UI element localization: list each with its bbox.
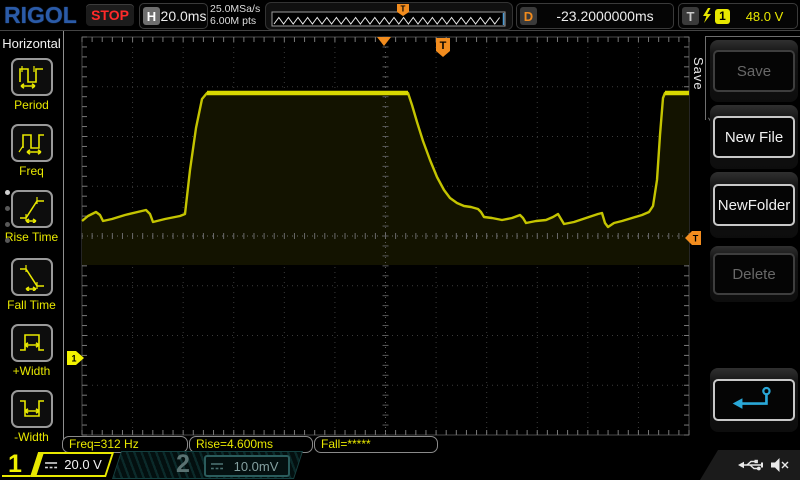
trigger-position-marker[interactable] <box>377 37 391 46</box>
trigger-label: T <box>682 7 699 25</box>
menu-item-fall-time[interactable]: Fall Time <box>0 258 63 312</box>
plus-width-icon <box>19 334 44 351</box>
menu-item-label: Rise Time <box>4 230 59 244</box>
freq-icon <box>18 134 44 155</box>
dc-coupling-icon <box>211 463 223 470</box>
horizontal-scale-value: 20.0ms <box>160 8 207 24</box>
memory-depth: 6.00M pts <box>210 15 257 27</box>
ch1-indicator[interactable]: 1 <box>8 450 22 478</box>
trigger-level-value: 48.0 V <box>745 8 784 24</box>
waveform-preview-strip <box>265 2 513 30</box>
ch1-scale-box[interactable]: 20.0 V <box>30 452 115 477</box>
sample-rate: 25.0MSa/s <box>210 3 261 15</box>
menu-item-label: Freq <box>19 164 44 178</box>
menu-tab-save: Save <box>691 57 706 91</box>
ch2-scale-value: 10.0mV <box>233 458 279 474</box>
measurement-fall: Fall=***** <box>314 436 438 453</box>
trigger-source-badge: 1 <box>715 8 730 24</box>
new-folder-button[interactable]: NewFolder <box>710 172 798 238</box>
dc-coupling-icon <box>45 461 58 468</box>
topbar-divider <box>0 30 800 31</box>
ch1-scale-value: 20.0 V <box>64 457 102 472</box>
menu-item-rise-time[interactable]: Rise Time <box>0 190 63 244</box>
delay-label: D <box>520 7 537 25</box>
menu-tab-outline <box>705 36 706 120</box>
menu-page-dot <box>5 206 10 211</box>
horizontal-scale-box: H 20.0ms <box>139 3 208 29</box>
menu-page-dot <box>5 190 10 195</box>
left-menu-title: Horizontal <box>2 36 61 51</box>
svg-text:T: T <box>440 40 447 52</box>
ch2-scale-box: 10.0mV <box>204 455 290 477</box>
trigger-info-box: T 1 48.0 V <box>678 3 798 29</box>
menu-item-label: Fall Time <box>7 298 56 312</box>
trigger-flag-marker[interactable] <box>436 38 450 57</box>
new-file-button[interactable]: New File <box>710 105 798 169</box>
menu-item-pos-width[interactable]: +Width <box>0 324 63 378</box>
rise-time-icon <box>19 197 44 223</box>
menu-item-label: -Width <box>14 430 49 444</box>
ch1-ground-marker[interactable] <box>67 351 84 365</box>
menu-item-freq[interactable]: Freq <box>0 124 63 178</box>
scope-grid-border <box>81 36 690 436</box>
rigol-logo: RIGOL <box>4 2 77 28</box>
menu-page-dot <box>5 238 10 243</box>
horizontal-delay-box: D -23.2000000ms <box>516 3 674 29</box>
return-arrow-icon <box>732 386 771 409</box>
waveform-noise-envelope <box>82 93 689 265</box>
minus-width-icon <box>19 400 44 417</box>
usb-icon <box>738 459 763 471</box>
measurement-freq: Freq=312 Hz <box>62 436 188 453</box>
acquisition-status-badge: STOP <box>86 4 134 26</box>
menu-item-neg-width[interactable]: -Width <box>0 390 63 444</box>
right-menu-panel: Save Save New File NewFolder Delete <box>691 31 800 448</box>
menu-item-label: +Width <box>12 364 51 378</box>
period-icon <box>18 66 43 89</box>
trigger-edge-icon <box>703 8 711 23</box>
ch2-indicator[interactable]: 2 <box>176 450 190 478</box>
sample-info: 25.0MSa/s 6.00M pts <box>210 3 260 27</box>
menu-page-dot <box>5 222 10 227</box>
ch1-trace <box>81 91 689 229</box>
fall-time-icon <box>19 265 44 291</box>
svg-text:1: 1 <box>71 354 76 364</box>
menu-item-period[interactable]: Period <box>0 58 63 112</box>
save-button: Save <box>710 40 798 102</box>
delay-value: -23.2000000ms <box>556 8 654 24</box>
status-icon-panel <box>700 450 800 480</box>
horizontal-label: H <box>143 7 160 25</box>
menu-item-label: Period <box>14 98 49 112</box>
left-menu-panel <box>0 31 64 448</box>
back-button[interactable] <box>710 368 798 432</box>
menu-tab-outline <box>705 36 800 37</box>
speaker-muted-icon <box>771 458 789 472</box>
delete-button: Delete <box>710 246 798 302</box>
